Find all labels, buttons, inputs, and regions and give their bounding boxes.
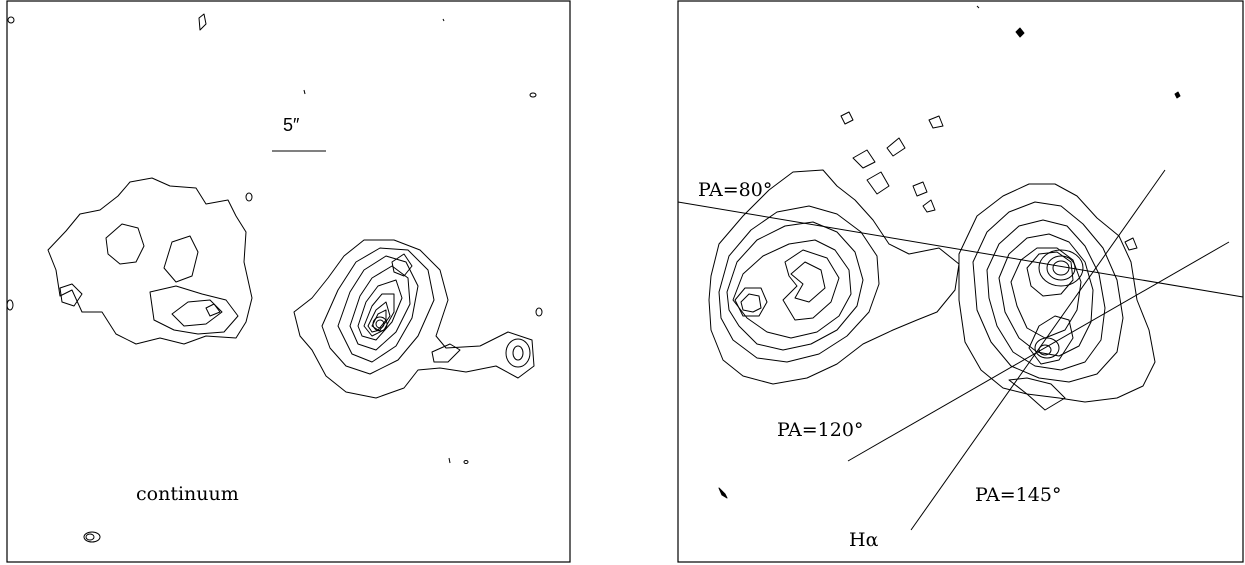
eastern-galaxy-contours	[293, 239, 535, 399]
pa120-label: PA=120°	[777, 419, 863, 441]
panel-frame	[6, 0, 571, 563]
western-galaxy-contours	[47, 177, 253, 345]
slit-line-pa145	[910, 169, 1166, 531]
continuum-contour-map: 5″	[6, 0, 571, 563]
halpha-contour-map: PA=80° PA=120° PA=145° Hα	[677, 0, 1244, 563]
panel-frame	[677, 0, 1244, 563]
slit-line-pa80	[677, 201, 1244, 298]
continuum-label: continuum	[136, 483, 239, 505]
pa80-label: PA=80°	[698, 179, 772, 201]
halpha-contour-panel: PA=80° PA=120° PA=145° Hα	[677, 0, 1245, 565]
noise-specks	[6, 13, 543, 543]
scale-bar-label: 5″	[283, 115, 300, 135]
pa145-label: PA=145°	[975, 484, 1061, 506]
western-galaxy-contours	[708, 169, 960, 385]
halpha-label: Hα	[849, 529, 879, 551]
slit-line-pa120	[847, 241, 1230, 462]
noise-specks	[718, 5, 1181, 499]
continuum-contour-panel: 5″	[0, 0, 573, 565]
eastern-galaxy-contours	[958, 183, 1156, 411]
